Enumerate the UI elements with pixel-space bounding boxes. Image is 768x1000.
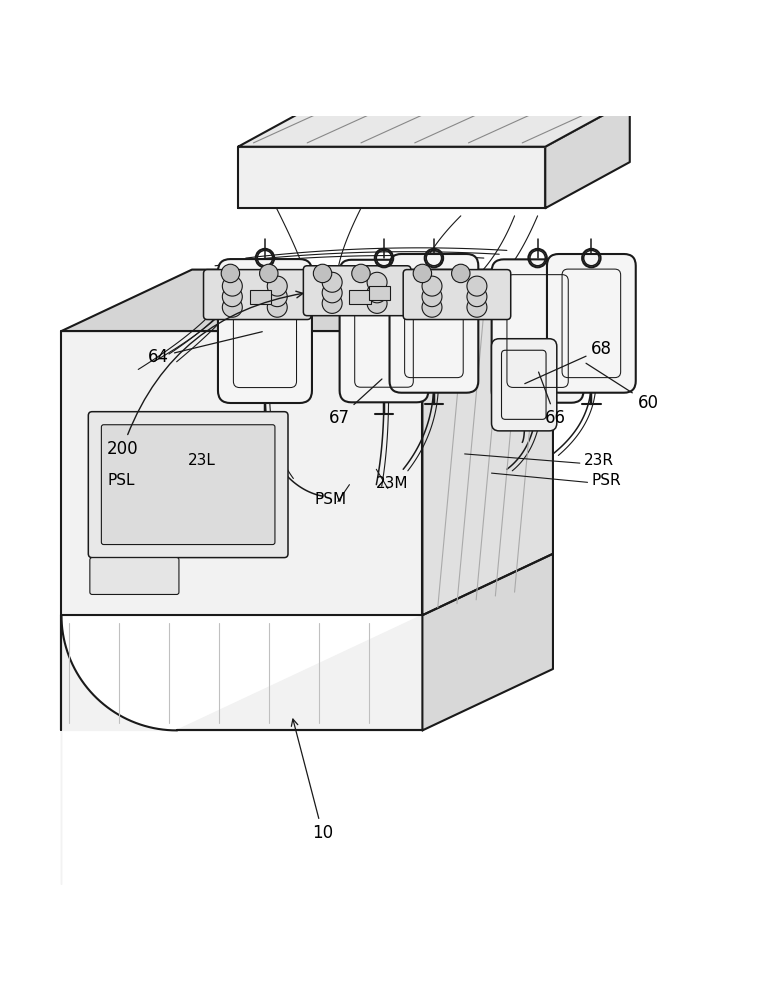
Polygon shape: [61, 615, 422, 730]
Polygon shape: [545, 101, 630, 208]
Polygon shape: [61, 331, 422, 615]
Circle shape: [422, 287, 442, 307]
FancyBboxPatch shape: [389, 254, 478, 393]
FancyBboxPatch shape: [90, 558, 179, 594]
Circle shape: [223, 297, 243, 317]
Polygon shape: [422, 554, 553, 730]
Text: 67: 67: [329, 379, 382, 427]
Circle shape: [422, 276, 442, 296]
Circle shape: [267, 297, 287, 317]
FancyBboxPatch shape: [88, 412, 288, 558]
Circle shape: [367, 283, 387, 303]
FancyBboxPatch shape: [218, 259, 312, 403]
Circle shape: [221, 264, 240, 283]
Circle shape: [367, 293, 387, 313]
Polygon shape: [238, 147, 545, 208]
Circle shape: [223, 287, 243, 307]
Circle shape: [323, 283, 343, 303]
FancyBboxPatch shape: [492, 339, 557, 431]
Circle shape: [313, 264, 332, 283]
Text: 200: 200: [107, 291, 303, 458]
Text: PSR: PSR: [591, 473, 621, 488]
Text: 68: 68: [525, 340, 612, 384]
Circle shape: [467, 276, 487, 296]
FancyBboxPatch shape: [303, 266, 411, 316]
Circle shape: [413, 264, 432, 283]
Text: 60: 60: [586, 363, 658, 412]
Bar: [349, 290, 371, 304]
Polygon shape: [61, 270, 553, 331]
Bar: [250, 290, 271, 304]
Circle shape: [223, 276, 243, 296]
Text: PSM: PSM: [315, 492, 347, 507]
FancyBboxPatch shape: [547, 254, 636, 393]
Circle shape: [260, 264, 278, 283]
Polygon shape: [422, 270, 553, 615]
FancyBboxPatch shape: [101, 425, 275, 545]
Text: 23L: 23L: [188, 453, 216, 468]
Circle shape: [323, 272, 343, 292]
Text: PSL: PSL: [108, 473, 135, 488]
FancyBboxPatch shape: [339, 260, 429, 402]
Circle shape: [467, 297, 487, 317]
Circle shape: [422, 297, 442, 317]
Circle shape: [323, 293, 343, 313]
FancyBboxPatch shape: [204, 270, 311, 320]
Bar: [369, 286, 390, 300]
Text: 10: 10: [291, 719, 333, 842]
Circle shape: [467, 287, 487, 307]
Text: 66: 66: [538, 372, 566, 427]
Text: 23R: 23R: [584, 453, 614, 468]
FancyBboxPatch shape: [492, 259, 584, 403]
Circle shape: [452, 264, 470, 283]
Circle shape: [352, 264, 370, 283]
Circle shape: [267, 276, 287, 296]
Circle shape: [267, 287, 287, 307]
Circle shape: [367, 272, 387, 292]
Text: 64: 64: [148, 332, 262, 366]
FancyBboxPatch shape: [403, 270, 511, 320]
Text: 23M: 23M: [376, 476, 409, 491]
Polygon shape: [238, 101, 630, 147]
